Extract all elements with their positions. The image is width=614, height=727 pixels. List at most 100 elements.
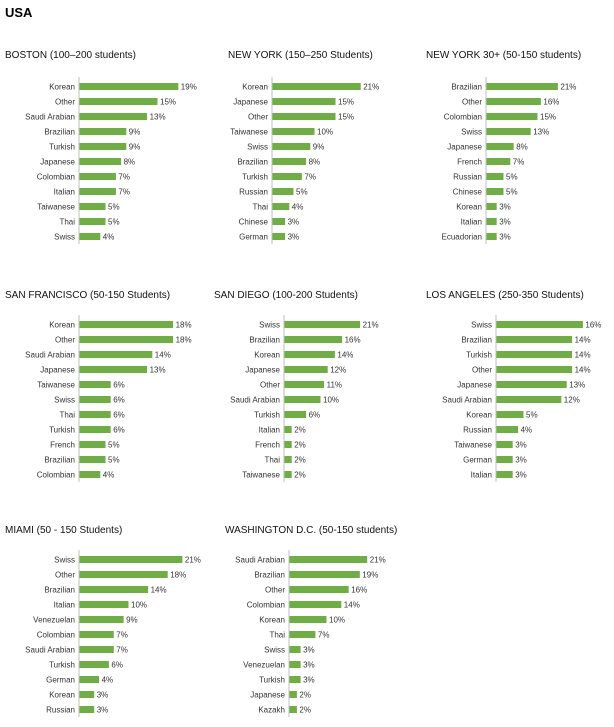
category-label: Russian xyxy=(453,173,482,182)
category-label: Korean xyxy=(254,351,280,360)
value-label: 2% xyxy=(299,691,311,700)
value-label: 4% xyxy=(103,233,115,242)
value-label: 2% xyxy=(294,471,306,480)
bar xyxy=(79,571,168,578)
value-label: 21% xyxy=(185,556,201,565)
bar xyxy=(79,456,106,463)
bar xyxy=(79,98,158,105)
bar xyxy=(486,83,558,90)
value-label: 4% xyxy=(102,676,114,685)
value-label: 9% xyxy=(126,616,138,625)
category-label: Other xyxy=(55,336,75,345)
bar xyxy=(79,203,106,210)
value-label: 14% xyxy=(575,351,591,360)
value-label: 3% xyxy=(515,456,527,465)
value-label: 13% xyxy=(569,381,585,390)
chart-new-york-30plus: NEW YORK 30+ (50-150 students) Brazilian… xyxy=(426,50,612,250)
category-label: French xyxy=(255,441,280,450)
category-label: Thai xyxy=(264,456,280,465)
bar xyxy=(79,411,111,418)
category-label: Swiss xyxy=(471,321,492,330)
value-label: 21% xyxy=(560,83,576,92)
category-label: Saudi Arabian xyxy=(25,351,75,360)
bar xyxy=(496,471,513,478)
chart-title: NEW YORK 30+ (50-150 students) xyxy=(426,50,582,61)
bar-chart-svg: Swiss 21% Other 18% Brazilian 14% Italian 10% Ve… xyxy=(25,550,201,717)
value-label: 10% xyxy=(317,128,333,137)
category-label: Other xyxy=(472,366,492,375)
bar xyxy=(486,218,497,225)
value-label: 3% xyxy=(515,471,527,480)
category-label: Other xyxy=(462,98,482,107)
value-label: 6% xyxy=(111,661,123,670)
category-label: Japanese xyxy=(447,143,482,152)
value-label: 6% xyxy=(113,396,125,405)
bar xyxy=(486,233,497,240)
value-label: 8% xyxy=(516,143,528,152)
bar xyxy=(272,173,302,180)
category-label: Brazilian xyxy=(44,128,75,137)
value-label: 14% xyxy=(575,366,591,375)
bar xyxy=(79,158,122,165)
bar xyxy=(496,336,573,343)
value-label: 8% xyxy=(124,158,136,167)
category-label: Swiss xyxy=(54,233,75,242)
value-label: 14% xyxy=(575,336,591,345)
value-label: 14% xyxy=(344,601,360,610)
value-label: 5% xyxy=(108,203,120,212)
category-label: Chinese xyxy=(453,188,483,197)
bar xyxy=(289,571,360,578)
bar xyxy=(284,426,292,433)
value-label: 19% xyxy=(181,83,197,92)
value-label: 14% xyxy=(155,351,171,360)
value-label: 8% xyxy=(309,158,321,167)
bar xyxy=(289,631,316,638)
bar xyxy=(486,113,538,120)
bar xyxy=(284,456,292,463)
bar-chart-svg: Swiss 21% Brazilian 16% Korean 14% Japanese 12%… xyxy=(230,315,379,482)
bar xyxy=(284,366,328,373)
bar-chart-svg: Saudi Arabian 21% Brazilian 19% Other 16% Colo… xyxy=(235,550,386,717)
value-label: 16% xyxy=(351,586,367,595)
category-label: Korean xyxy=(242,83,268,92)
value-label: 6% xyxy=(113,381,125,390)
value-label: 3% xyxy=(303,661,315,670)
category-label: Japanese xyxy=(40,158,75,167)
category-label: Colombian xyxy=(247,601,285,610)
value-label: 3% xyxy=(97,691,109,700)
bar xyxy=(284,411,307,418)
category-label: Swiss xyxy=(259,321,280,330)
value-label: 7% xyxy=(118,173,130,182)
category-label: Japanese xyxy=(250,691,285,700)
chart-miami: MIAMI (50 - 150 Students) Swiss 21% Other 1… xyxy=(5,525,210,725)
bar xyxy=(79,601,129,608)
value-label: 14% xyxy=(337,351,353,360)
bar xyxy=(79,143,127,150)
category-label: Swiss xyxy=(264,646,285,655)
category-label: German xyxy=(46,676,75,685)
value-label: 7% xyxy=(318,631,330,640)
value-label: 2% xyxy=(294,426,306,435)
value-label: 12% xyxy=(330,366,346,375)
bar xyxy=(284,381,325,388)
bar-chart-svg: Korean 19% Other 15% Saudi Arabian 13% Brazili… xyxy=(25,77,197,244)
category-label: French xyxy=(50,441,75,450)
bar xyxy=(496,381,567,388)
bar xyxy=(79,381,111,388)
bar xyxy=(289,616,327,623)
category-label: Korean xyxy=(456,203,482,212)
bar xyxy=(486,173,504,180)
category-label: Japanese xyxy=(40,366,75,375)
category-label: German xyxy=(463,456,492,465)
bar xyxy=(284,471,292,478)
category-label: German xyxy=(239,233,268,242)
bar xyxy=(272,83,361,90)
value-label: 15% xyxy=(338,98,354,107)
bar xyxy=(486,128,531,135)
category-label: Turkish xyxy=(254,411,280,420)
bar xyxy=(79,321,174,328)
value-label: 15% xyxy=(160,98,176,107)
category-label: Italian xyxy=(471,471,492,480)
category-label: Taiwanese xyxy=(37,381,75,390)
bar xyxy=(79,233,101,240)
